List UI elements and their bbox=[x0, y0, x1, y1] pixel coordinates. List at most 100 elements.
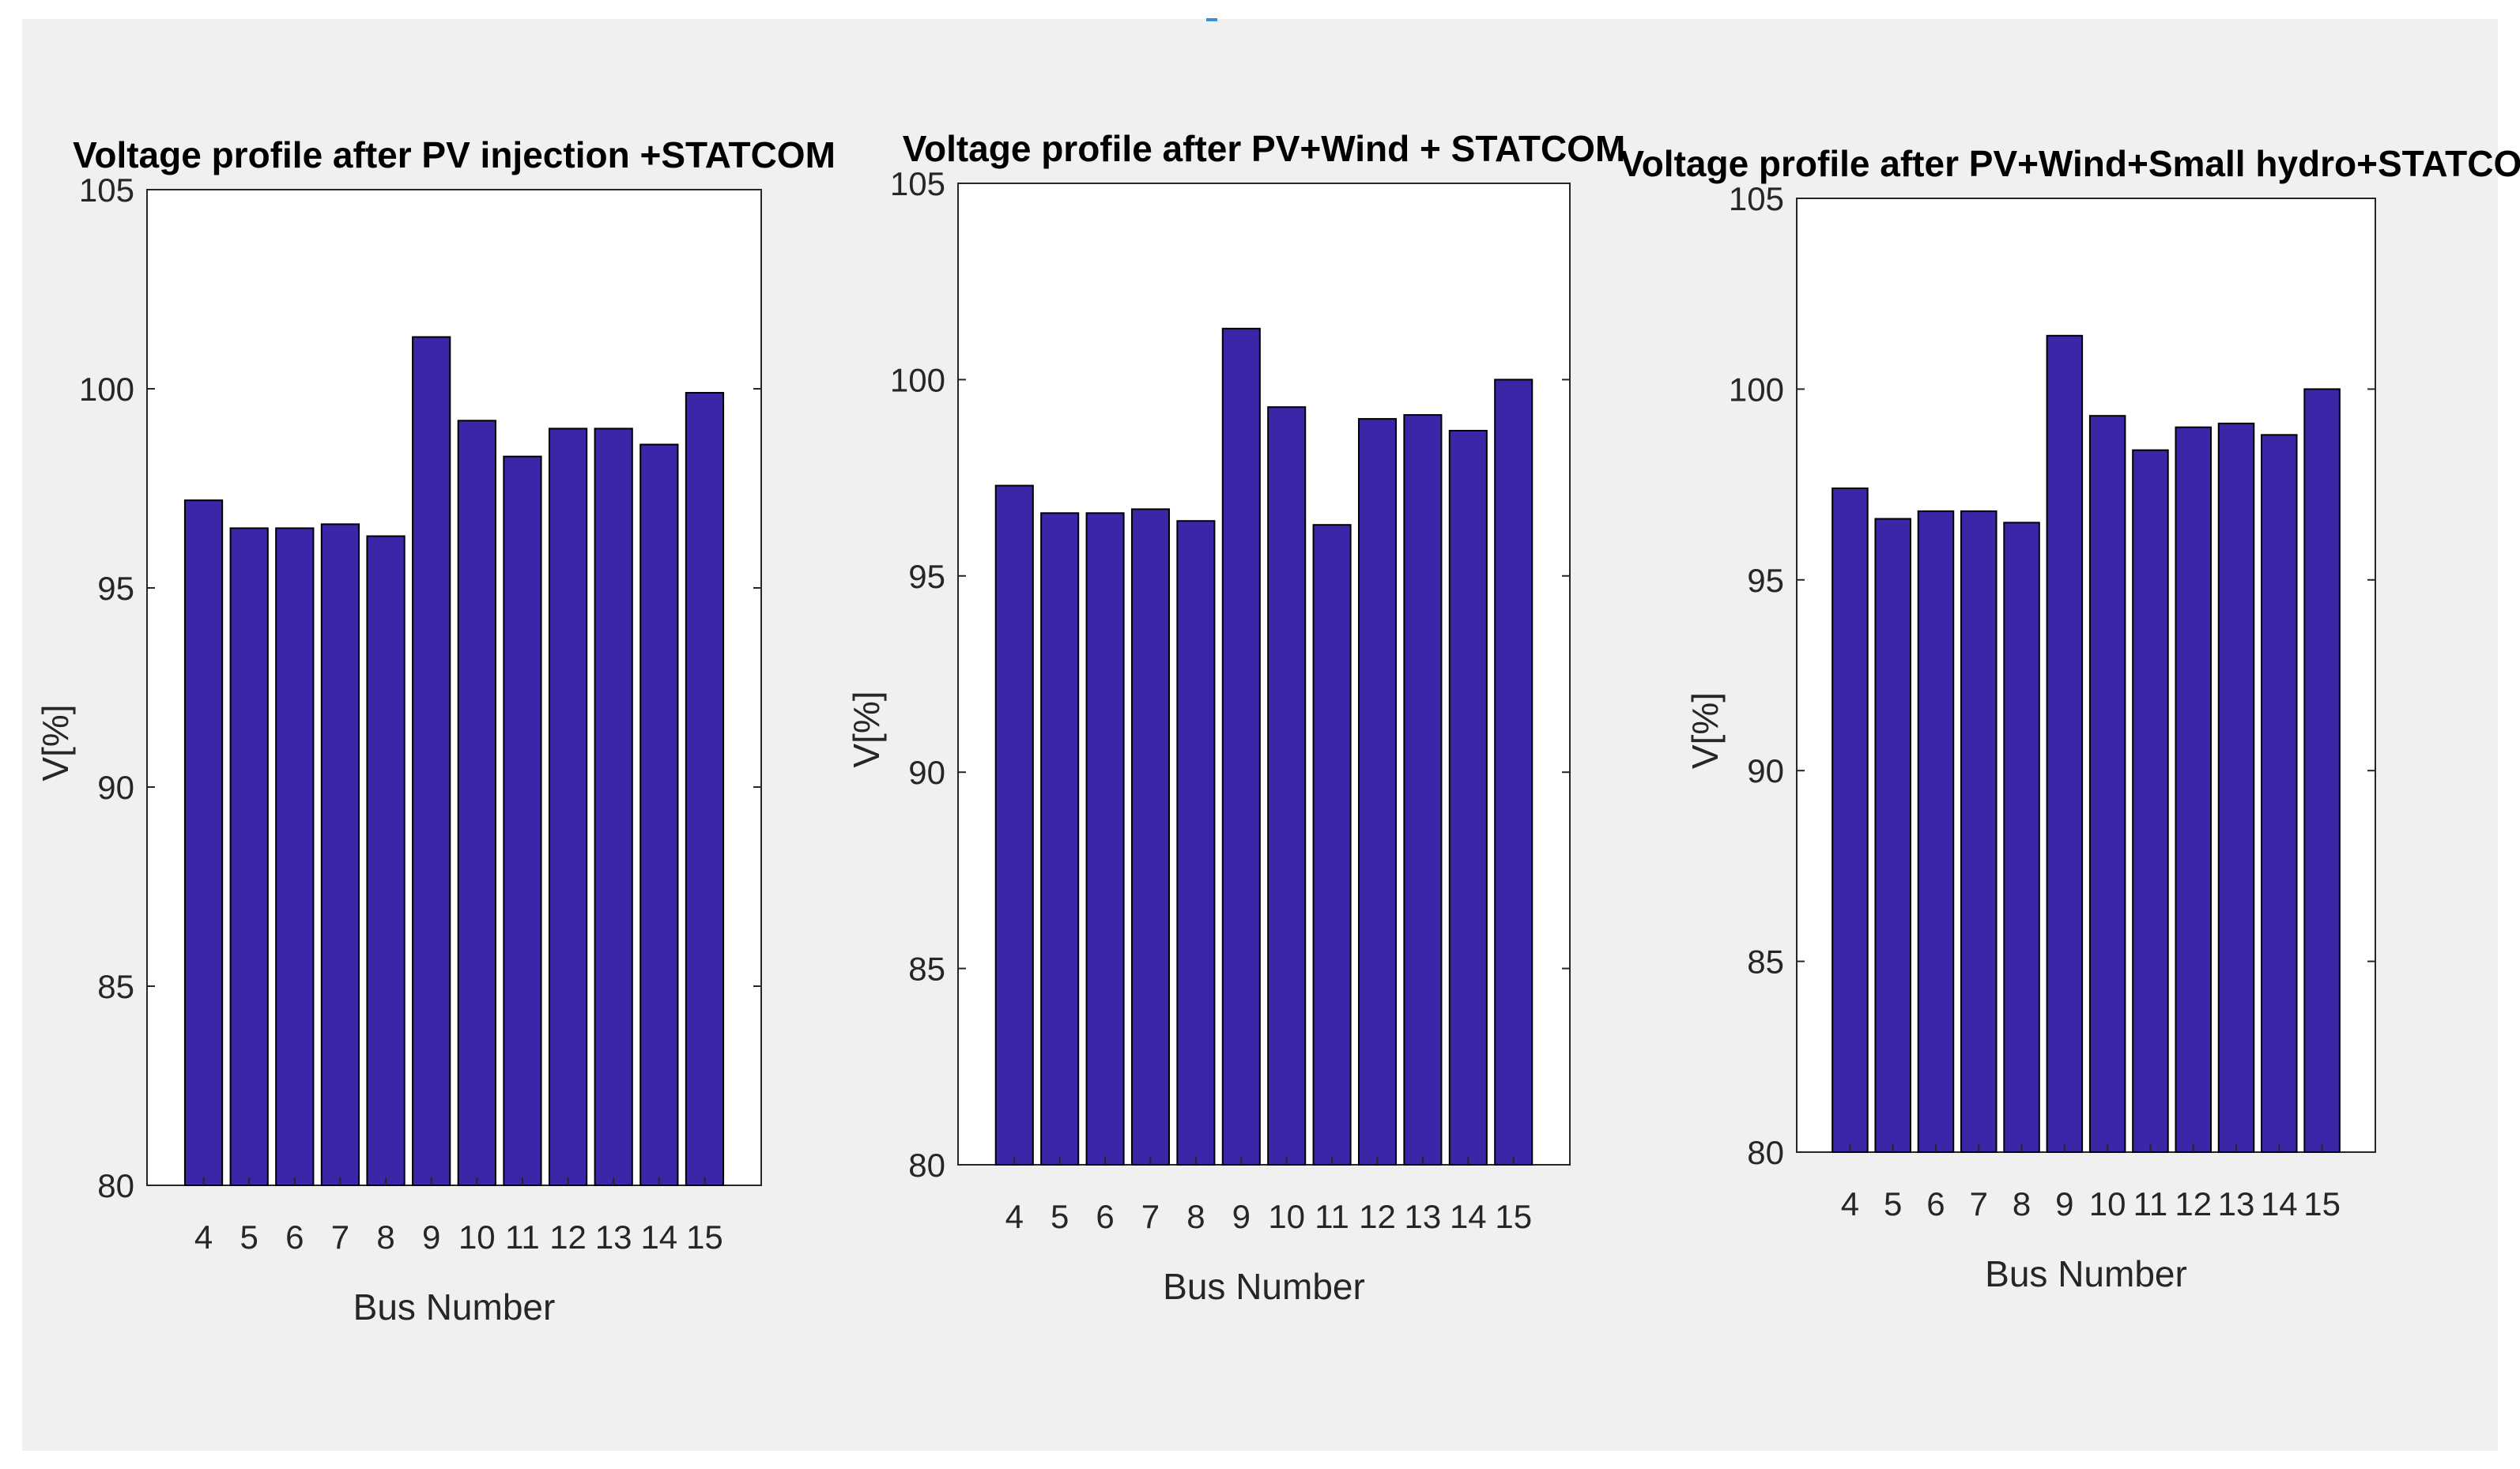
x-tick-label: 9 bbox=[422, 1219, 440, 1256]
x-tick-label: 5 bbox=[1051, 1198, 1069, 1235]
bar bbox=[366, 535, 406, 1186]
chart-panel-2: Voltage profile after PV+Wind + STATCOM 8… bbox=[846, 128, 1625, 1307]
x-tick-label: 10 bbox=[1268, 1198, 1305, 1235]
bar bbox=[2303, 388, 2341, 1153]
x-tick-label: 13 bbox=[595, 1219, 632, 1256]
bar bbox=[1040, 512, 1080, 1166]
x-tick-label: 7 bbox=[1141, 1198, 1160, 1235]
bar bbox=[1832, 487, 1869, 1153]
bar bbox=[639, 443, 679, 1186]
bar bbox=[229, 527, 269, 1186]
chart-panel-3: Voltage profile after PV+Wind+Small hydr… bbox=[1620, 143, 2520, 1294]
chart-panel-1: Voltage profile after PV injection +STAT… bbox=[35, 134, 836, 1328]
y-tick-label: 90 bbox=[908, 754, 945, 791]
x-tick-label: 9 bbox=[1232, 1198, 1251, 1235]
x-tick-label: 15 bbox=[1495, 1198, 1532, 1235]
y-tick-label: 85 bbox=[1747, 944, 1784, 981]
y-tick-label: 95 bbox=[1747, 562, 1784, 599]
bar bbox=[503, 455, 542, 1186]
x-tick-label: 14 bbox=[1450, 1198, 1487, 1235]
bar bbox=[2261, 434, 2298, 1153]
y-axis-label: V[%] bbox=[1684, 692, 1726, 769]
x-tick-label: 13 bbox=[2218, 1185, 2255, 1222]
x-tick-label: 11 bbox=[1315, 1198, 1349, 1235]
x-tick-label: 15 bbox=[686, 1219, 723, 1256]
y-tick-label: 80 bbox=[1747, 1134, 1784, 1171]
x-tick-label: 7 bbox=[1970, 1185, 1988, 1222]
bar bbox=[1494, 379, 1534, 1166]
bar bbox=[994, 484, 1034, 1166]
y-tick-label: 100 bbox=[79, 371, 134, 408]
bar bbox=[1312, 524, 1352, 1166]
y-tick-label: 105 bbox=[890, 165, 945, 202]
x-tick-label: 12 bbox=[1359, 1198, 1396, 1235]
x-tick-label: 5 bbox=[240, 1219, 258, 1256]
bar bbox=[1357, 418, 1398, 1166]
x-tick-label: 10 bbox=[2089, 1185, 2126, 1222]
bar bbox=[1085, 512, 1125, 1166]
chart-title: Voltage profile after PV+Wind+Small hydr… bbox=[1620, 143, 2520, 184]
bar bbox=[2003, 522, 2040, 1153]
y-tick-label: 100 bbox=[890, 361, 945, 398]
bar bbox=[2217, 422, 2255, 1153]
y-tick-label: 105 bbox=[1729, 180, 1784, 217]
y-tick-label: 85 bbox=[97, 968, 134, 1005]
x-tick-label: 6 bbox=[1096, 1198, 1114, 1235]
bar bbox=[183, 499, 224, 1186]
x-tick-label: 12 bbox=[2175, 1185, 2212, 1222]
y-tick-label: 90 bbox=[97, 769, 134, 806]
x-tick-label: 4 bbox=[1005, 1198, 1024, 1235]
bar bbox=[412, 336, 451, 1187]
bar bbox=[275, 527, 315, 1186]
bar bbox=[1448, 429, 1488, 1166]
x-tick-label: 8 bbox=[1186, 1198, 1205, 1235]
top-marker bbox=[1206, 18, 1217, 21]
bar bbox=[1221, 327, 1261, 1166]
x-tick-label: 6 bbox=[285, 1219, 304, 1256]
bar bbox=[2088, 415, 2126, 1153]
bar bbox=[1403, 414, 1443, 1166]
x-tick-label: 11 bbox=[505, 1219, 540, 1256]
y-tick-label: 100 bbox=[1729, 371, 1784, 408]
bar bbox=[2132, 449, 2169, 1153]
x-tick-label: 13 bbox=[1405, 1198, 1442, 1235]
y-tick-label: 80 bbox=[97, 1167, 134, 1204]
x-tick-label: 6 bbox=[1926, 1185, 1945, 1222]
bar bbox=[1960, 510, 1998, 1153]
y-tick-label: 95 bbox=[908, 558, 945, 595]
x-axis-label: Bus Number bbox=[353, 1286, 556, 1328]
bar bbox=[548, 428, 588, 1186]
y-tick-label: 85 bbox=[908, 951, 945, 988]
y-axis-label: V[%] bbox=[846, 691, 887, 767]
y-tick-label: 105 bbox=[79, 171, 134, 209]
bar bbox=[2046, 334, 2084, 1154]
x-tick-label: 12 bbox=[549, 1219, 587, 1256]
x-tick-label: 5 bbox=[1884, 1185, 1902, 1222]
x-tick-label: 8 bbox=[2013, 1185, 2031, 1222]
y-tick-label: 95 bbox=[97, 570, 134, 607]
bar bbox=[457, 420, 496, 1186]
y-tick-label: 90 bbox=[1747, 752, 1784, 789]
bar bbox=[1874, 518, 1911, 1153]
y-tick-label: 80 bbox=[908, 1147, 945, 1184]
x-tick-label: 9 bbox=[2055, 1185, 2073, 1222]
x-tick-label: 14 bbox=[2261, 1185, 2298, 1222]
y-axis-label: V[%] bbox=[35, 704, 76, 781]
x-tick-label: 10 bbox=[458, 1219, 496, 1256]
x-tick-label: 14 bbox=[640, 1219, 677, 1256]
bar bbox=[1176, 520, 1216, 1166]
bar bbox=[594, 428, 633, 1186]
x-tick-label: 11 bbox=[2133, 1185, 2168, 1222]
chart-title: Voltage profile after PV injection +STAT… bbox=[73, 134, 836, 175]
x-tick-label: 4 bbox=[1841, 1185, 1859, 1222]
bar bbox=[1130, 508, 1171, 1166]
x-tick-label: 4 bbox=[194, 1219, 213, 1256]
x-tick-label: 8 bbox=[376, 1219, 394, 1256]
bar bbox=[1917, 510, 1955, 1153]
x-tick-label: 7 bbox=[331, 1219, 349, 1256]
bar bbox=[2175, 426, 2212, 1153]
chart-title: Voltage profile after PV+Wind + STATCOM bbox=[903, 128, 1626, 169]
x-tick-label: 15 bbox=[2303, 1185, 2341, 1222]
bar bbox=[320, 523, 360, 1186]
